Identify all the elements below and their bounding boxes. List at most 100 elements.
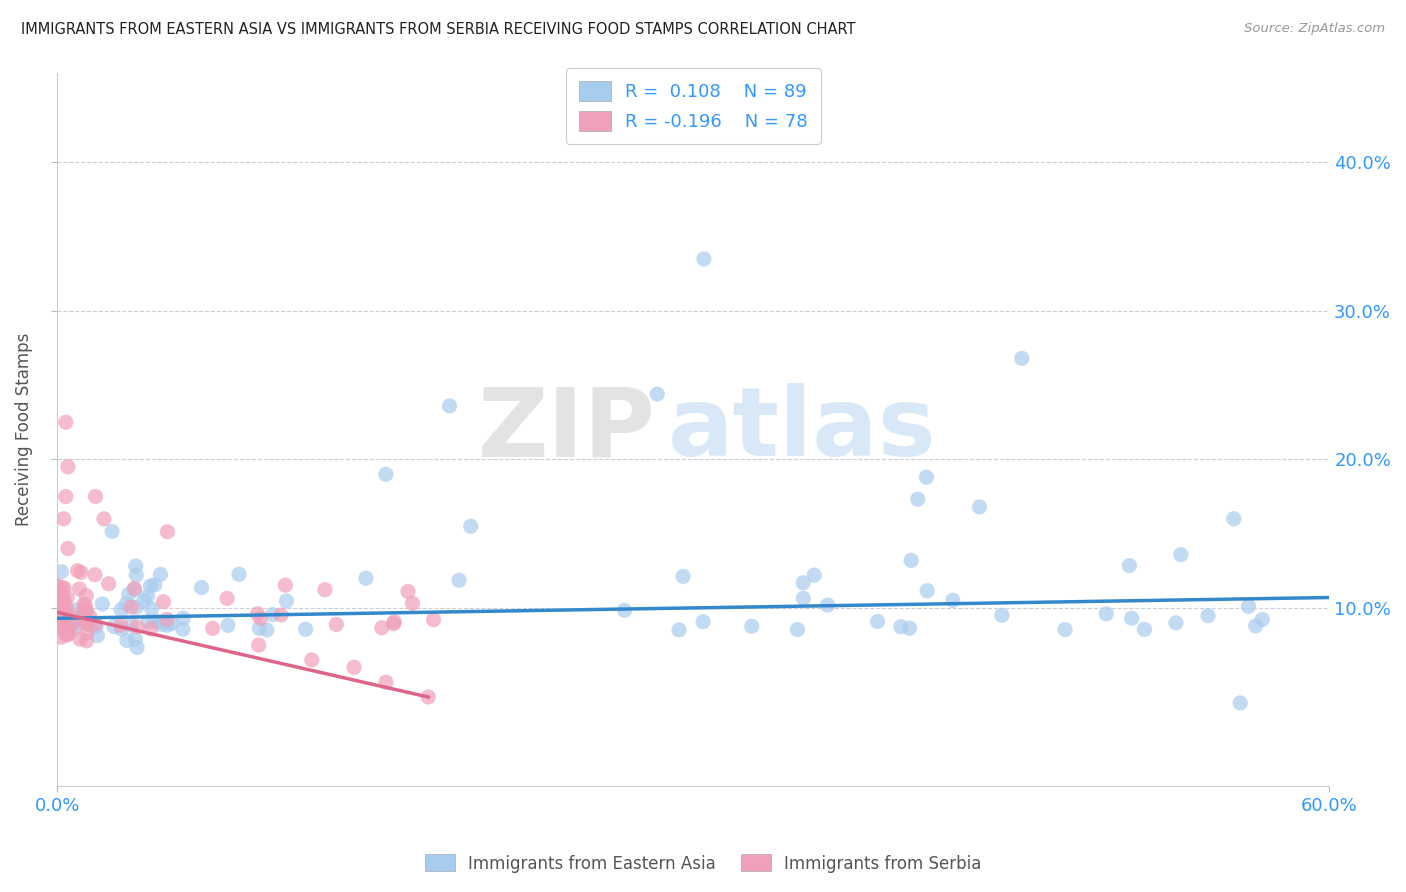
- Point: [1223, 512, 1246, 526]
- Point: [67, 582, 90, 596]
- Point: [132, 593, 155, 607]
- Point: [125, 600, 148, 615]
- Point: [898, 621, 921, 635]
- Point: [786, 623, 808, 637]
- Point: [149, 567, 172, 582]
- Point: [217, 591, 239, 606]
- Point: [256, 623, 278, 637]
- Point: [401, 596, 423, 610]
- Point: [56, 459, 79, 474]
- Point: [150, 617, 173, 632]
- Point: [741, 619, 763, 633]
- Point: [693, 252, 716, 266]
- Point: [866, 615, 889, 629]
- Point: [449, 574, 471, 588]
- Point: [143, 578, 166, 592]
- Point: [80, 618, 103, 632]
- Point: [49, 596, 72, 610]
- Point: [172, 611, 194, 625]
- Point: [125, 568, 148, 582]
- Point: [73, 615, 96, 629]
- Point: [125, 640, 148, 655]
- Point: [110, 618, 132, 632]
- Point: [58, 615, 80, 630]
- Point: [91, 597, 114, 611]
- Point: [969, 500, 991, 514]
- Point: [66, 616, 89, 631]
- Point: [49, 609, 72, 624]
- Point: [803, 568, 825, 582]
- Point: [160, 616, 183, 631]
- Legend: Immigrants from Eastern Asia, Immigrants from Serbia: Immigrants from Eastern Asia, Immigrants…: [418, 847, 988, 880]
- Text: Source: ZipAtlas.com: Source: ZipAtlas.com: [1244, 22, 1385, 36]
- Point: [58, 623, 80, 637]
- Point: [115, 597, 138, 611]
- Point: [270, 607, 292, 622]
- Point: [51, 630, 73, 644]
- Point: [1244, 619, 1267, 633]
- Point: [156, 612, 179, 626]
- Point: [52, 591, 75, 605]
- Point: [1170, 548, 1192, 562]
- Point: [53, 618, 76, 632]
- Y-axis label: Receiving Food Stamps: Receiving Food Stamps: [15, 333, 32, 526]
- Point: [139, 579, 162, 593]
- Point: [72, 604, 94, 618]
- Point: [49, 586, 72, 600]
- Point: [262, 607, 284, 622]
- Point: [56, 601, 79, 615]
- Point: [915, 470, 938, 484]
- Point: [371, 621, 394, 635]
- Point: [76, 617, 98, 632]
- Point: [190, 581, 212, 595]
- Point: [276, 594, 298, 608]
- Point: [817, 598, 839, 612]
- Point: [76, 605, 98, 619]
- Point: [1133, 623, 1156, 637]
- Point: [942, 593, 965, 607]
- Point: [148, 615, 170, 629]
- Point: [52, 512, 75, 526]
- Text: ZIP: ZIP: [477, 384, 655, 476]
- Point: [156, 618, 179, 632]
- Legend: R =  0.108    N = 89, R = -0.196    N = 78: R = 0.108 N = 89, R = -0.196 N = 78: [565, 68, 821, 144]
- Point: [55, 628, 77, 642]
- Point: [51, 599, 73, 613]
- Point: [1121, 611, 1143, 625]
- Point: [75, 599, 97, 613]
- Point: [76, 626, 98, 640]
- Point: [1229, 696, 1251, 710]
- Point: [152, 595, 174, 609]
- Point: [51, 597, 73, 611]
- Point: [439, 399, 461, 413]
- Point: [991, 608, 1014, 623]
- Point: [55, 490, 77, 504]
- Point: [228, 567, 250, 582]
- Point: [84, 490, 107, 504]
- Point: [246, 607, 269, 621]
- Point: [124, 632, 146, 647]
- Point: [139, 622, 162, 636]
- Point: [97, 576, 120, 591]
- Point: [792, 591, 814, 606]
- Point: [75, 589, 97, 603]
- Point: [645, 387, 668, 401]
- Point: [101, 524, 124, 539]
- Point: [46, 579, 69, 593]
- Point: [314, 582, 336, 597]
- Point: [70, 608, 93, 623]
- Point: [66, 564, 89, 578]
- Point: [56, 541, 79, 556]
- Point: [110, 622, 132, 636]
- Point: [115, 633, 138, 648]
- Point: [93, 512, 115, 526]
- Point: [84, 619, 107, 633]
- Point: [62, 622, 84, 636]
- Point: [325, 617, 347, 632]
- Point: [382, 615, 405, 629]
- Point: [65, 603, 87, 617]
- Point: [49, 599, 72, 614]
- Point: [73, 598, 96, 612]
- Point: [201, 622, 224, 636]
- Point: [907, 492, 929, 507]
